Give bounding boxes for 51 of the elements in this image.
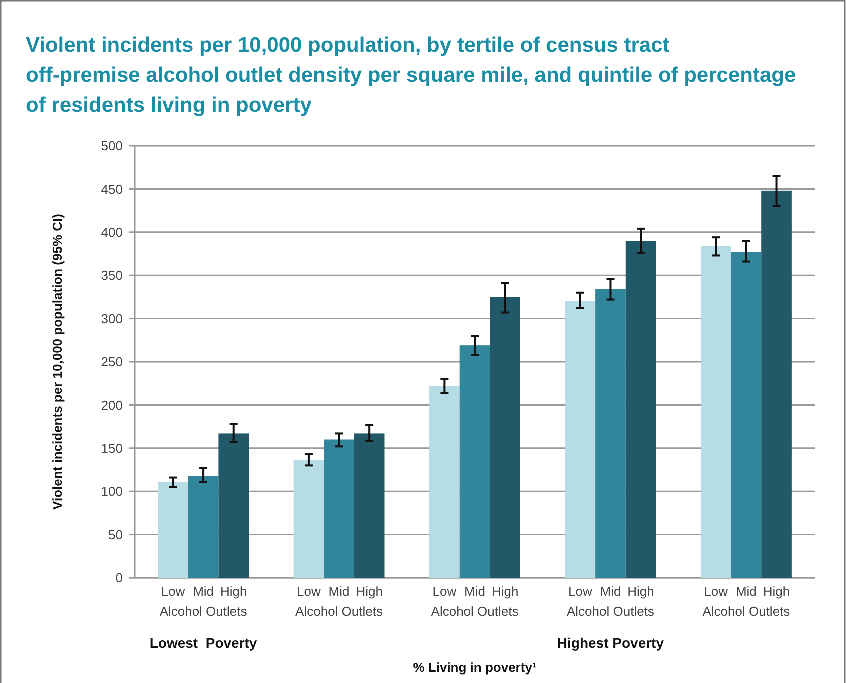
bar — [218, 434, 250, 578]
text: Mid — [600, 584, 622, 599]
x-tick-label: Alcohol Outlets — [431, 604, 520, 619]
bar — [596, 289, 626, 578]
series-label: High — [220, 584, 248, 599]
bar — [430, 386, 460, 578]
bar — [626, 241, 656, 578]
bar — [731, 252, 762, 578]
y-tick-label: 150 — [101, 440, 123, 456]
series-label: Low — [161, 584, 186, 599]
y-tick-label: 50 — [108, 527, 123, 542]
text: High — [356, 584, 383, 599]
y-tick-label: 0 — [116, 570, 123, 586]
y-tick-label: 500 — [101, 138, 123, 154]
bar — [490, 297, 520, 578]
text: Low — [432, 584, 457, 599]
bar — [460, 346, 490, 578]
text: Mid — [736, 584, 757, 599]
text: High — [763, 584, 790, 599]
text: Highest Poverty — [557, 635, 664, 651]
bar — [700, 246, 732, 578]
text: Low — [297, 584, 321, 599]
y-tick-label: 300 — [101, 311, 123, 326]
bar — [354, 434, 385, 578]
y-tick-label: 350 — [101, 268, 123, 284]
x-tick-label: Alcohol Outlets — [296, 604, 384, 619]
x-tick-label: Alcohol Outlets — [160, 604, 248, 619]
text: Mid — [328, 584, 350, 599]
text: High — [628, 584, 654, 599]
text: Mid — [464, 584, 486, 599]
y-tick-label: 450 — [101, 182, 123, 197]
bar — [565, 302, 596, 578]
text: Low — [704, 584, 728, 599]
bar — [188, 476, 219, 578]
y-tick-label: 400 — [101, 224, 123, 240]
text: High — [492, 584, 519, 599]
bar — [324, 440, 354, 578]
text: Lowest Poverty — [150, 635, 258, 651]
y-tick-label: 250 — [101, 354, 123, 370]
text: Low — [568, 584, 592, 599]
bar — [294, 460, 324, 578]
x-tick-label: Alcohol Outlets — [702, 604, 791, 619]
series-label: Mid — [193, 584, 214, 599]
y-axis-title: Violent incidents per 10,000 population (95% CI) — [50, 214, 65, 510]
x-tick-label: Alcohol Outlets — [567, 604, 655, 619]
bar — [158, 482, 188, 578]
chart-title: Violent incidents per 10,000 population, by tertile of census tract off-premise alcohol outlet density per square mile, and quintile of percentage of residents living in poverty — [26, 34, 796, 117]
x-axis-title: % Living in poverty¹ — [413, 660, 537, 675]
y-tick-label: 200 — [101, 398, 123, 413]
bar — [762, 190, 792, 578]
y-tick-label: 100 — [101, 484, 123, 500]
